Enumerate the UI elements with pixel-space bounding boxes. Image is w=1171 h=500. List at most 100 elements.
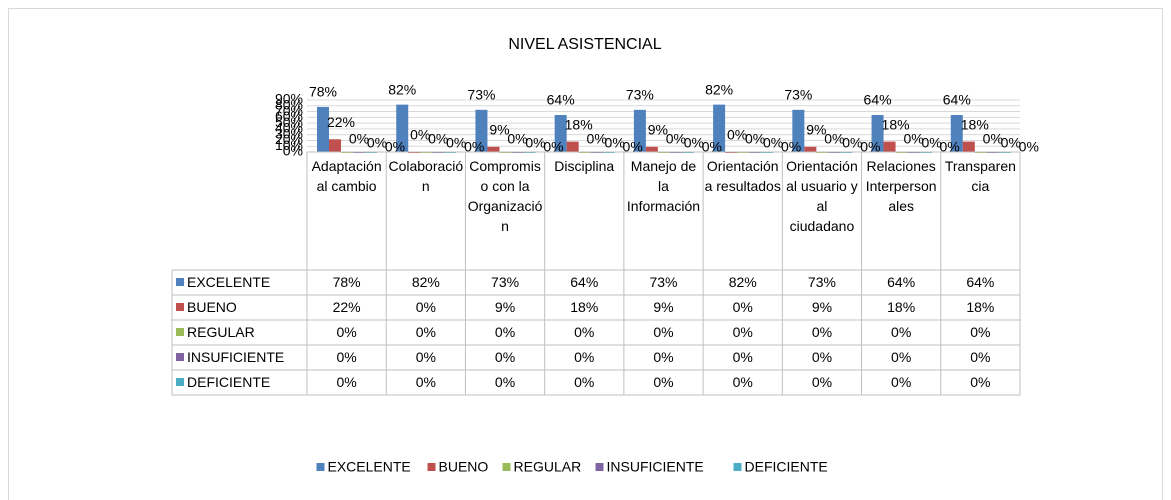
bar <box>396 104 409 152</box>
data-label: 0% <box>702 139 722 155</box>
bar <box>317 106 329 152</box>
category-label: Orientación al usuario y al ciudadano <box>786 158 858 234</box>
data-label: 73% <box>784 87 812 103</box>
table-value: 18% <box>966 299 995 315</box>
category-label: Disciplina <box>554 158 615 174</box>
legend-label: INSUFICIENTE <box>607 459 704 475</box>
data-label: 0% <box>525 135 545 151</box>
data-label: 73% <box>467 87 495 103</box>
table-value: 0% <box>415 299 436 315</box>
data-label: 0% <box>464 139 484 155</box>
bar <box>871 115 884 152</box>
chart-frame <box>8 8 1163 500</box>
data-label: 0% <box>385 139 405 155</box>
table-value: 22% <box>332 299 361 315</box>
data-label: 0% <box>684 135 704 151</box>
table-value: 0% <box>970 374 991 390</box>
table-value: 78% <box>332 274 361 290</box>
table-value: 9% <box>494 299 516 315</box>
table-value: 0% <box>415 374 436 390</box>
bar <box>645 146 658 152</box>
category-label: Adaptación al cambio <box>311 158 382 194</box>
legend-swatch <box>502 463 511 471</box>
table-value: 0% <box>336 349 357 365</box>
data-label: 0% <box>824 131 844 147</box>
y-tick-label: 0% <box>283 143 303 159</box>
data-label: 0% <box>428 131 448 147</box>
legend-swatch <box>316 463 325 471</box>
bar <box>962 141 975 152</box>
y-tick-label: 20% <box>275 131 303 147</box>
data-label: 0% <box>781 139 801 155</box>
data-label: 0% <box>623 139 643 155</box>
data-label: 9% <box>806 122 826 138</box>
legend-label: DEFICIENTE <box>745 459 828 475</box>
data-label: 0% <box>446 135 466 151</box>
table-value: 73% <box>491 274 520 290</box>
data-label: 82% <box>388 81 416 97</box>
y-tick-label: 70% <box>275 102 303 118</box>
bar <box>883 141 896 152</box>
table-value: 0% <box>336 324 357 340</box>
y-tick-label: 80% <box>275 96 303 112</box>
data-label: 64% <box>547 92 575 108</box>
bar <box>792 109 805 152</box>
table-value: 18% <box>887 299 916 315</box>
data-label: 18% <box>882 116 910 132</box>
table-value: 82% <box>728 274 757 290</box>
category-label: Compromiso con la Organización <box>467 158 543 234</box>
data-label: 18% <box>565 116 593 132</box>
y-tick-label: 50% <box>275 114 303 130</box>
series-label: INSUFICIENTE <box>187 349 285 365</box>
bar <box>950 115 963 152</box>
table-value: 9% <box>811 299 833 315</box>
table-value: 0% <box>415 349 436 365</box>
data-label: 64% <box>864 92 892 108</box>
y-tick-label: 30% <box>275 125 303 141</box>
data-label: 0% <box>763 135 783 151</box>
series-label: REGULAR <box>187 324 255 340</box>
bar <box>713 104 726 152</box>
data-label: 0% <box>349 131 369 147</box>
data-label: 0% <box>860 139 880 155</box>
table-value: 0% <box>891 324 912 340</box>
y-tick-label: 40% <box>275 120 303 136</box>
data-label: 0% <box>543 139 563 155</box>
legend-swatch <box>176 278 184 286</box>
bar <box>475 109 488 152</box>
table-value: 0% <box>574 374 595 390</box>
data-label: 0% <box>921 135 941 151</box>
table-value: 82% <box>411 274 440 290</box>
legend-swatch <box>595 463 604 471</box>
data-label: 0% <box>939 139 959 155</box>
data-label: 9% <box>489 122 509 138</box>
table-value: 0% <box>732 374 753 390</box>
table-value: 0% <box>811 349 833 365</box>
data-label: 0% <box>903 131 923 147</box>
bar <box>804 146 817 152</box>
data-label: 0% <box>410 127 430 143</box>
data-label: 0% <box>507 131 527 147</box>
legend-swatch <box>176 378 184 386</box>
table-value: 73% <box>807 274 836 290</box>
data-label: 64% <box>943 92 971 108</box>
table-value: 0% <box>732 299 753 315</box>
table-value: 64% <box>966 274 995 290</box>
data-label: 22% <box>327 114 355 130</box>
table-value: 73% <box>649 274 678 290</box>
category-label: Orientación a resultados <box>704 158 781 194</box>
legend-swatch <box>176 328 184 336</box>
legend-label: REGULAR <box>514 459 582 475</box>
data-label: 78% <box>309 84 337 100</box>
table-value: 0% <box>732 324 753 340</box>
data-label: 0% <box>587 131 607 147</box>
data-label: 9% <box>648 122 668 138</box>
table-value: 9% <box>653 299 674 315</box>
table-value: 0% <box>574 324 595 340</box>
data-label: 0% <box>605 135 625 151</box>
chart-title: NIVEL ASISTENCIAL <box>508 36 661 53</box>
data-label: 18% <box>961 116 989 132</box>
category-label: Manejo de la Información <box>626 158 701 214</box>
table-value: 0% <box>732 349 753 365</box>
